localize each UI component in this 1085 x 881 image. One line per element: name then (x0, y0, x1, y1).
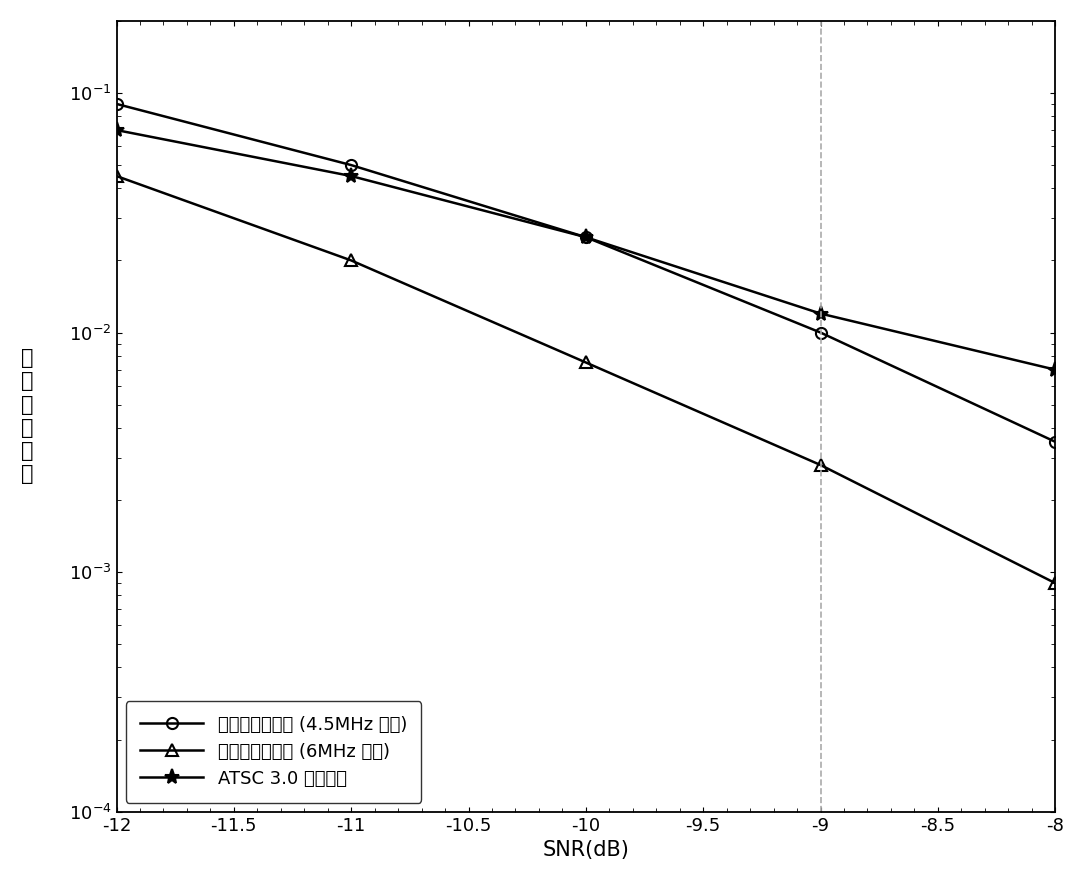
ATSC 3.0 前导符号 (110, 125, 123, 136)
X-axis label: SNR(dB): SNR(dB) (542, 840, 629, 860)
ATSC 3.0 前导符号 (1049, 365, 1062, 375)
所提的前导符号 (6MHz 带宽) (345, 255, 358, 266)
所提的前导符号 (6MHz 带宽) (814, 460, 827, 470)
Legend: 所提的前导符号 (4.5MHz 带宽), 所提的前导符号 (6MHz 带宽), ATSC 3.0 前导符号: 所提的前导符号 (4.5MHz 带宽), 所提的前导符号 (6MHz 带宽), … (126, 701, 421, 803)
所提的前导符号 (4.5MHz 带宽) (1049, 436, 1062, 447)
所提的前导符号 (4.5MHz 带宽) (579, 232, 592, 242)
Y-axis label: 解
信
令
错
误
率: 解 信 令 错 误 率 (21, 348, 34, 485)
Line: ATSC 3.0 前导符号: ATSC 3.0 前导符号 (108, 122, 1063, 377)
所提的前导符号 (4.5MHz 带宽) (814, 327, 827, 337)
所提的前导符号 (6MHz 带宽) (579, 357, 592, 367)
Line: 所提的前导符号 (6MHz 带宽): 所提的前导符号 (6MHz 带宽) (111, 171, 1061, 589)
所提的前导符号 (6MHz 带宽) (110, 171, 123, 181)
所提的前导符号 (6MHz 带宽) (1049, 578, 1062, 589)
所提的前导符号 (4.5MHz 带宽) (110, 99, 123, 109)
ATSC 3.0 前导符号 (345, 171, 358, 181)
所提的前导符号 (4.5MHz 带宽) (345, 159, 358, 170)
ATSC 3.0 前导符号 (579, 232, 592, 242)
ATSC 3.0 前导符号 (814, 308, 827, 319)
Line: 所提的前导符号 (4.5MHz 带宽): 所提的前导符号 (4.5MHz 带宽) (111, 99, 1061, 448)
